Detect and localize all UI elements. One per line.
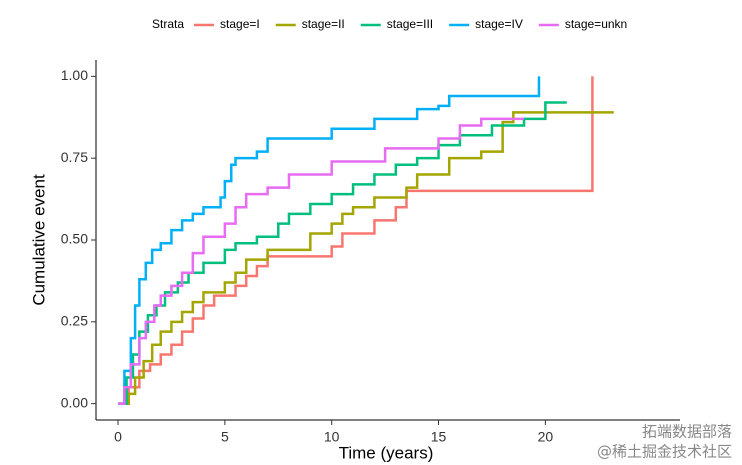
legend-label: stage=unkn <box>565 17 627 31</box>
step-line <box>118 76 541 405</box>
x-tick-label: 15 <box>431 429 447 445</box>
y-tick-label: 0.50 <box>61 231 88 247</box>
x-tick-label: 20 <box>538 429 554 445</box>
y-tick-label: 0.00 <box>61 394 88 410</box>
legend-label: stage=II <box>302 17 345 31</box>
step-line <box>118 117 525 405</box>
x-tick-label: 0 <box>114 429 122 445</box>
x-axis-title: Time (years) <box>339 443 434 462</box>
y-axis-title: Cumulative event <box>29 174 48 306</box>
watermark: @稀土掘金技术社区 <box>597 443 732 461</box>
y-tick-label: 0.75 <box>61 149 88 165</box>
legend-label: stage=III <box>387 17 433 31</box>
x-tick-label: 5 <box>221 429 229 445</box>
x-tick-label: 10 <box>324 429 340 445</box>
step-line <box>124 111 614 405</box>
legend-title: Strata <box>152 17 184 31</box>
y-tick-label: 0.25 <box>61 313 88 329</box>
watermark: 拓端数据部落 <box>642 423 732 441</box>
legend-label: stage=IV <box>475 17 523 31</box>
y-tick-label: 1.00 <box>61 67 88 83</box>
step-line <box>118 76 594 405</box>
step-line <box>118 101 567 405</box>
legend-label: stage=I <box>220 17 260 31</box>
